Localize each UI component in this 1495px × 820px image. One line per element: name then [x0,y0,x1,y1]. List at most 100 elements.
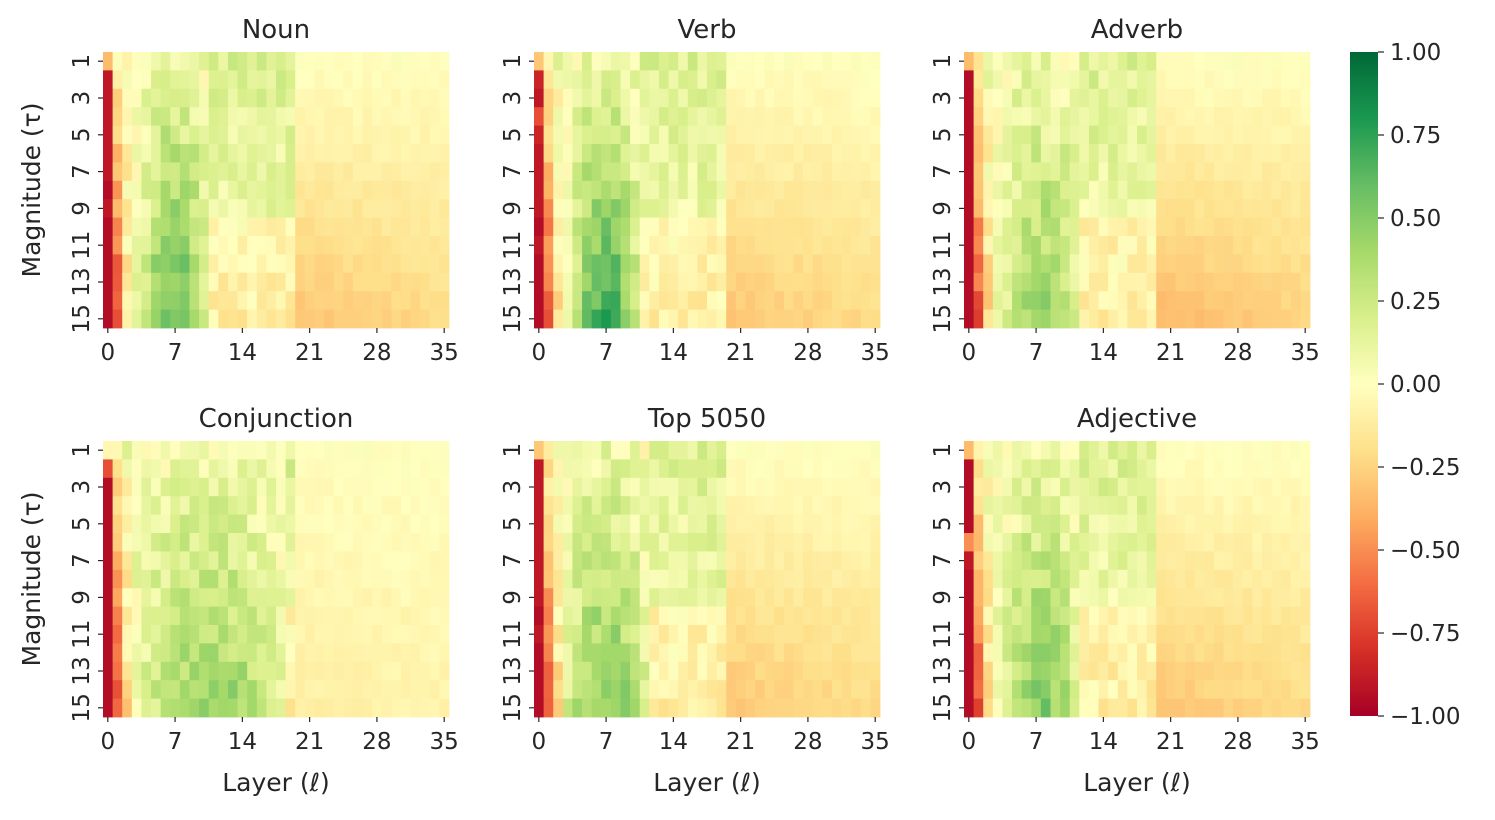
heatmap-cell [131,551,142,571]
heatmap-cell [543,125,554,145]
heatmap-cell [1156,459,1167,479]
heatmap-cell [1213,533,1224,552]
heatmap-cell [678,514,689,534]
heatmap-cell [352,107,363,126]
heatmap-cell [803,236,814,255]
heatmap-cell [1088,125,1099,145]
heatmap-cell [1002,88,1013,108]
heatmap-cell [582,477,593,497]
heatmap-cell [1031,569,1042,589]
heatmap-cell [218,272,229,292]
heatmap-cell [870,107,881,126]
heatmap-cell [1088,144,1099,163]
heatmap-cell [553,459,564,479]
x-axis-label: Layer (ℓ) [653,768,760,797]
heatmap-cell [543,199,554,218]
heatmap-cell [668,162,679,182]
heatmap-cell [227,70,238,90]
heatmap-cell [160,533,171,552]
heatmap-cell [1242,291,1253,310]
heatmap-cell [620,236,631,255]
heatmap-cell [131,236,142,255]
heatmap-cell [1098,661,1109,681]
heatmap-cell [362,309,373,329]
heatmap-cell [1261,125,1272,145]
heatmap-cell [362,162,373,182]
heatmap-cell [1088,661,1099,681]
heatmap-cell [439,88,450,108]
heatmap-cell [410,459,421,479]
heatmap-cell [1060,88,1071,108]
heatmap-cell [697,496,708,515]
heatmap-cell [1261,107,1272,126]
heatmap-cell [285,459,296,479]
heatmap-cell [285,107,296,126]
heatmap-cell [745,291,756,310]
heatmap-cell [735,459,746,479]
heatmap-cell [381,441,392,460]
heatmap-cell [687,588,698,607]
heatmap-cell [1060,477,1071,497]
heatmap-cell [601,107,612,126]
heatmap-cell [1204,459,1215,479]
heatmap-cell [266,52,277,71]
heatmap-cell [170,272,181,292]
heatmap-cell [562,309,573,329]
heatmap-cell [1088,309,1099,329]
heatmap-cell [610,625,621,644]
colorbar-tick-label: 1.00 [1390,40,1441,66]
heatmap-cell [1300,698,1311,718]
heatmap-cell [783,459,794,479]
heatmap-cell [572,661,583,681]
heatmap-cell [973,162,984,182]
heatmap-cell [343,514,354,534]
heatmap-cell [983,643,994,663]
heatmap-cell [131,625,142,644]
heatmap-cell [639,661,650,681]
heatmap-cell [343,162,354,182]
heatmap-cell [151,217,162,237]
heatmap-cell [170,441,181,460]
heatmap-cell [1031,441,1042,460]
heatmap-cell [410,569,421,589]
heatmap-cell [1242,477,1253,497]
heatmap-cell [841,309,852,329]
heatmap-cell [534,199,545,218]
heatmap-cell [1146,459,1157,479]
heatmap-cell [208,70,219,90]
heatmap-cell [983,477,994,497]
heatmap-cell [658,625,669,644]
heatmap-cell [726,625,737,644]
heatmap-cell [314,52,325,71]
heatmap-cell [439,236,450,255]
heatmap-cell [572,70,583,90]
heatmap-cell [1040,199,1051,218]
heatmap-cell [199,441,210,460]
colorbar-tick-label: −0.50 [1390,538,1460,564]
heatmap-cell [131,698,142,718]
heatmap-cell [420,180,431,200]
heatmap-cell [973,625,984,644]
heatmap-cell [860,514,871,534]
heatmap-cell [572,533,583,552]
heatmap-cell [803,680,814,699]
heatmap-cell [1233,70,1244,90]
heatmap-cell [812,496,823,515]
heatmap-cell [1261,309,1272,329]
heatmap-cell [973,107,984,126]
heatmap-cell [439,144,450,163]
heatmap-cell [668,496,679,515]
heatmap-cell [726,162,737,182]
heatmap-cell [726,52,737,71]
heatmap-cell [1117,661,1128,681]
heatmap-cell [812,459,823,479]
heatmap-cell [803,52,814,71]
heatmap-cell [103,514,114,534]
heatmap-cell [160,125,171,145]
heatmap-cell [803,199,814,218]
heatmap-cell [774,459,785,479]
heatmap-cell [372,606,383,626]
x-tick-label: 0 [531,729,546,755]
heatmap-cell [276,254,287,274]
